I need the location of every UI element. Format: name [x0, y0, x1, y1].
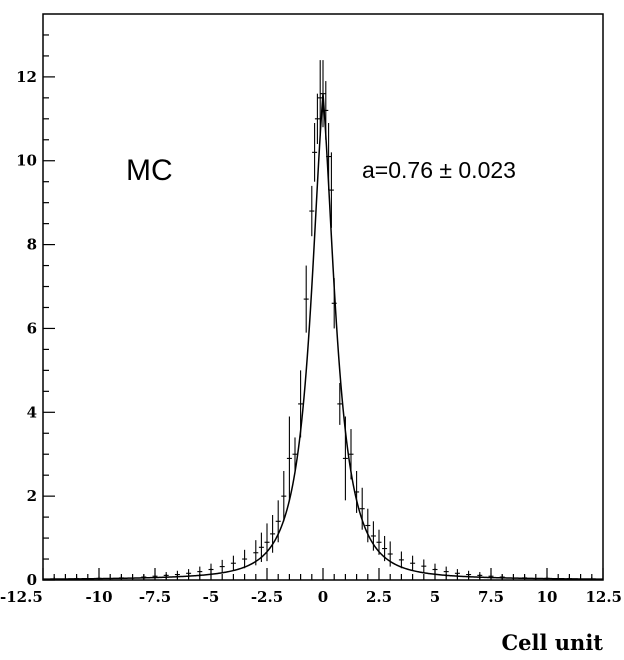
y-tick-label: 6 — [27, 319, 37, 337]
data-point — [230, 555, 236, 571]
data-point — [326, 123, 332, 191]
y-tick-label: 4 — [27, 403, 37, 421]
data-point — [258, 532, 264, 562]
x-tick-label: -10 — [85, 588, 112, 606]
data-point — [376, 529, 382, 555]
data-point — [74, 576, 80, 580]
data-point — [174, 570, 180, 579]
data-point — [317, 60, 323, 136]
data-point — [303, 265, 309, 333]
data-point — [354, 470, 360, 513]
data-point — [488, 573, 494, 580]
data-point — [152, 573, 158, 580]
x-tick-label: 12.5 — [585, 588, 622, 606]
x-axis-tick-labels: -12.5 -10 -7.5 -5 -2.5 0 2.5 5 7.5 10 12.5 — [0, 588, 622, 606]
x-tick-label: -12.5 — [0, 588, 43, 606]
data-point — [219, 559, 225, 574]
data-point — [432, 563, 438, 576]
data-point — [477, 572, 483, 579]
x-tick-label: -5 — [203, 588, 220, 606]
data-point — [589, 577, 595, 580]
data-point — [292, 437, 298, 471]
data-point — [312, 123, 318, 182]
data-point — [337, 382, 343, 425]
data-point — [398, 551, 404, 569]
data-point — [298, 370, 304, 438]
y-axis-ticks — [43, 34, 55, 581]
data-point — [410, 555, 416, 571]
fit-parameter-label: a=0.76 ± 0.023 — [362, 157, 516, 183]
y-tick-label: 8 — [27, 236, 37, 254]
data-point — [208, 563, 214, 576]
data-point — [141, 574, 147, 580]
data-point — [163, 572, 169, 579]
data-point — [387, 541, 393, 567]
x-tick-label: 7.5 — [478, 588, 504, 606]
data-point — [281, 470, 287, 522]
data-points — [51, 60, 595, 580]
data-point — [499, 574, 505, 580]
data-point — [286, 416, 292, 501]
data-point — [186, 569, 192, 578]
data-point — [454, 569, 460, 578]
data-point — [242, 549, 248, 569]
y-axis-tick-labels: 0 2 4 6 8 10 12 — [16, 68, 37, 589]
y-tick-label: 10 — [16, 152, 37, 170]
data-point — [314, 93, 320, 144]
x-tick-label: -2.5 — [251, 588, 283, 606]
data-point — [96, 576, 102, 580]
data-point — [320, 60, 326, 128]
data-point — [328, 152, 334, 228]
x-tick-label: 5 — [430, 588, 440, 606]
data-point — [331, 278, 337, 329]
data-point — [359, 487, 365, 530]
data-point — [382, 535, 388, 562]
x-tick-label: 0 — [318, 588, 328, 606]
data-point — [466, 570, 472, 579]
data-point — [365, 508, 371, 543]
data-point — [253, 540, 259, 566]
x-tick-label: 2.5 — [366, 588, 392, 606]
data-point — [443, 566, 449, 577]
mc-label: MC — [126, 154, 173, 187]
data-point — [51, 577, 57, 580]
data-point — [275, 500, 281, 543]
data-point — [421, 559, 427, 573]
y-tick-label: 0 — [27, 571, 37, 589]
data-point — [522, 575, 528, 580]
data-point — [370, 521, 376, 551]
data-point — [309, 185, 315, 237]
data-point — [323, 81, 329, 140]
x-axis-title: Cell unit — [501, 630, 603, 655]
data-point — [342, 416, 348, 501]
data-point — [566, 576, 572, 580]
data-point — [348, 429, 354, 480]
data-point — [544, 576, 550, 580]
data-point — [270, 515, 276, 553]
y-tick-label: 12 — [16, 68, 37, 86]
y-tick-label: 2 — [27, 487, 37, 505]
data-point — [264, 523, 270, 562]
x-tick-label: 10 — [537, 588, 558, 606]
data-point — [118, 575, 124, 580]
x-tick-label: -7.5 — [139, 588, 171, 606]
data-point — [197, 566, 203, 577]
